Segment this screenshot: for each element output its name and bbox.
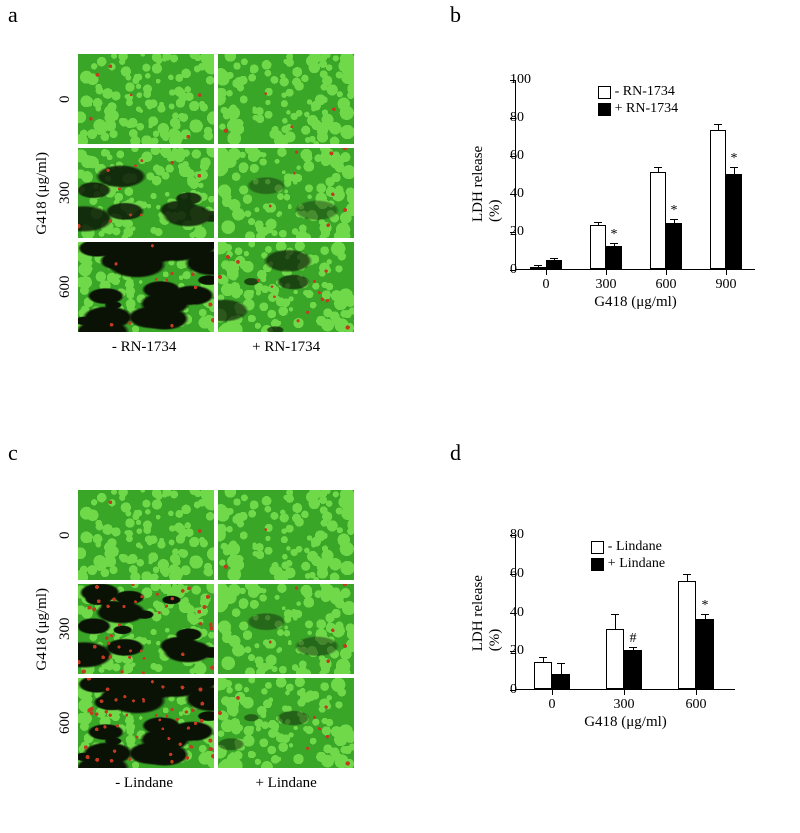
grid-col-label: - RN-1734 <box>112 339 177 356</box>
legend-label: - RN-1734 <box>615 84 675 100</box>
chart-bar <box>590 225 606 269</box>
chart-legend: - Lindane+ Lindane <box>591 539 665 573</box>
x-axis-label: G418 (μg/ml) <box>594 294 677 311</box>
grid-col-label: + RN-1734 <box>252 339 320 356</box>
micrograph-cell <box>216 676 356 770</box>
legend-label: + RN-1734 <box>615 101 679 117</box>
micrograph-cell <box>216 488 356 582</box>
micrograph-cell <box>76 240 216 334</box>
legend-item: + RN-1734 <box>598 101 679 117</box>
grid-row-label: 300 <box>57 146 74 240</box>
x-tick-label: 300 <box>614 697 635 713</box>
panel-letter-b: b <box>450 2 461 28</box>
grid-row-label: 0 <box>57 52 74 146</box>
micrograph-cell <box>216 146 356 240</box>
micrograph-grid-a: G418 (μg/ml) 0300600 - RN-1734+ RN-1734 <box>34 50 358 336</box>
micrograph-cell <box>76 52 216 146</box>
grid-row-label: 0 <box>57 488 74 582</box>
bar-chart-d: 020406080LDH release (%)0300600G418 (μg/… <box>460 530 780 780</box>
chart-bar <box>696 619 714 689</box>
chart-bar <box>552 674 570 690</box>
grid-c-col-labels: - Lindane + Lindane <box>74 775 358 792</box>
legend-swatch <box>591 558 604 571</box>
legend-label: - Lindane <box>608 539 662 555</box>
grid-a-axis-label: G418 (μg/ml) <box>34 152 51 235</box>
micrograph-cell <box>216 582 356 676</box>
chart-bar <box>650 172 666 269</box>
grid-c-row-labels: 0300600 <box>57 488 74 770</box>
panel-letter-a: a <box>8 2 18 28</box>
chart-bar <box>678 581 696 690</box>
grid-col-label: + Lindane <box>255 775 316 792</box>
micrograph-cell <box>76 676 216 770</box>
legend-swatch <box>598 103 611 116</box>
panel-letter-c: c <box>8 440 18 466</box>
grid-row-label: 600 <box>57 240 74 334</box>
x-axis-label: G418 (μg/ml) <box>584 714 667 731</box>
legend-item: - RN-1734 <box>598 84 679 100</box>
micrograph-cell <box>216 240 356 334</box>
x-tick-label: 0 <box>543 277 550 293</box>
chart-bar <box>546 260 562 270</box>
chart-bar <box>534 662 552 689</box>
grid-a-row-labels: 0300600 <box>57 52 74 334</box>
bar-chart-b: 020406080100LDH release (%)0300600900G41… <box>460 75 780 345</box>
significance-marker: * <box>731 151 738 167</box>
y-axis-label: LDH release (%) <box>470 574 504 651</box>
x-tick-label: 600 <box>686 697 707 713</box>
x-tick-label: 300 <box>596 277 617 293</box>
chart-d-plot-area: 020406080LDH release (%)0300600G418 (μg/… <box>515 535 735 690</box>
x-tick-label: 600 <box>656 277 677 293</box>
grid-a-cells <box>74 50 358 336</box>
grid-row-label: 600 <box>57 676 74 770</box>
legend-label: + Lindane <box>608 556 665 572</box>
legend-swatch <box>598 86 611 99</box>
grid-a-col-labels: - RN-1734 + RN-1734 <box>74 339 358 356</box>
chart-bar <box>624 650 642 689</box>
legend-swatch <box>591 541 604 554</box>
legend-item: + Lindane <box>591 556 665 572</box>
chart-bar <box>666 223 682 269</box>
micrograph-grid-c: G418 (μg/ml) 0300600 - Lindane+ Lindane <box>34 486 358 772</box>
grid-c-axis-label: G418 (μg/ml) <box>34 588 51 671</box>
chart-bar <box>726 174 742 269</box>
panel-letter-d: d <box>450 440 461 466</box>
chart-bar <box>606 629 624 689</box>
significance-marker: * <box>702 598 709 614</box>
grid-row-label: 300 <box>57 582 74 676</box>
legend-item: - Lindane <box>591 539 665 555</box>
chart-bar <box>710 130 726 269</box>
grid-a-grid-wrap: - RN-1734+ RN-1734 <box>74 50 358 336</box>
chart-b-plot-area: 020406080100LDH release (%)0300600900G41… <box>515 80 755 270</box>
grid-c-sidebar: G418 (μg/ml) <box>34 588 51 671</box>
grid-c-cells <box>74 486 358 772</box>
micrograph-cell <box>76 146 216 240</box>
micrograph-cell <box>216 52 356 146</box>
chart-bar <box>606 246 622 269</box>
x-tick-label: 900 <box>716 277 737 293</box>
y-axis-label: LDH release (%) <box>470 128 504 222</box>
grid-c-grid-wrap: - Lindane+ Lindane <box>74 486 358 772</box>
grid-col-label: - Lindane <box>115 775 173 792</box>
significance-marker: * <box>671 203 678 219</box>
significance-marker: * <box>611 227 618 243</box>
significance-marker: # <box>630 631 637 647</box>
grid-a-sidebar: G418 (μg/ml) <box>34 152 51 235</box>
chart-legend: - RN-1734+ RN-1734 <box>598 84 679 118</box>
micrograph-cell <box>76 582 216 676</box>
x-tick-label: 0 <box>549 697 556 713</box>
micrograph-cell <box>76 488 216 582</box>
